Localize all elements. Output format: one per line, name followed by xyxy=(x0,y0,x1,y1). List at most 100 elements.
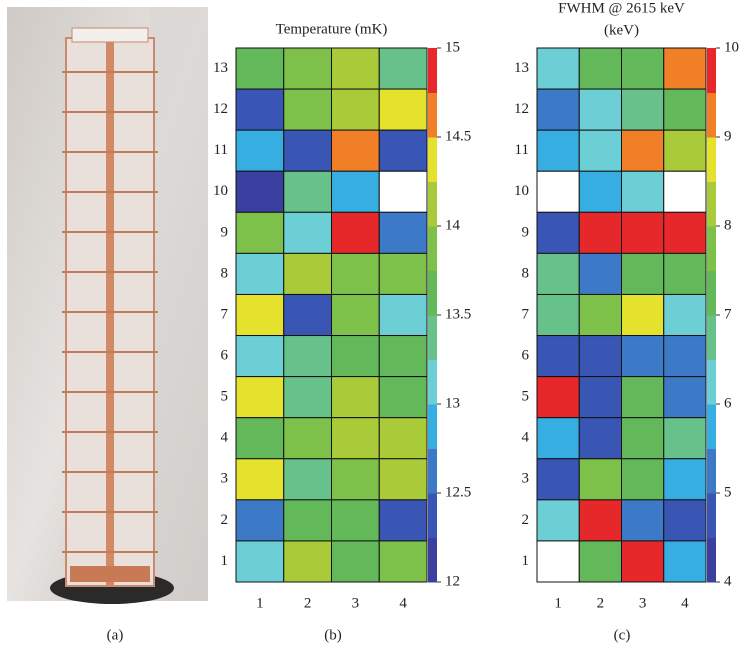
heatmap-cell xyxy=(621,211,665,254)
y-tick-label: 10 xyxy=(514,183,529,199)
heatmap-cell xyxy=(536,211,580,254)
colorbar-segment xyxy=(707,181,716,227)
heatmap-cell xyxy=(235,211,285,254)
y-tick-label: 8 xyxy=(522,265,530,281)
y-tick-label: 7 xyxy=(522,306,530,322)
heatmap-cell xyxy=(331,88,380,131)
x-tick-label: 4 xyxy=(681,595,689,611)
heatmap-cell xyxy=(578,293,622,337)
heatmap-cell xyxy=(663,417,707,460)
heatmap-cell xyxy=(378,499,428,542)
heatmap-cell xyxy=(578,211,622,254)
heatmap-cell xyxy=(283,376,332,419)
x-tick-label: 3 xyxy=(639,595,647,611)
heatmap-cell xyxy=(663,129,707,172)
heatmap-cell xyxy=(283,88,332,131)
heatmap-cell xyxy=(283,170,332,213)
heatmap-cell xyxy=(536,335,580,378)
heatmap-cell xyxy=(621,293,665,337)
colorbar-segment xyxy=(428,359,437,405)
heatmap-cell xyxy=(578,252,622,295)
colorbar-segment xyxy=(428,537,437,583)
heatmap-cell xyxy=(621,335,665,378)
heatmap-cell xyxy=(235,376,285,419)
colorbar-tick-label: 15 xyxy=(445,39,460,55)
heatmap-cell xyxy=(621,170,665,213)
heatmap-cell xyxy=(621,458,665,501)
heatmap-cell xyxy=(536,499,580,542)
heatmap-cell xyxy=(663,458,707,501)
colorbar-segment xyxy=(707,48,716,93)
colorbar-segment xyxy=(707,493,716,538)
heatmap-cell xyxy=(378,211,428,254)
heatmap-cell xyxy=(536,540,580,583)
y-tick-label: 5 xyxy=(522,389,530,405)
heatmap-cell xyxy=(663,211,707,254)
heatmap-cell xyxy=(578,88,622,131)
y-tick-label: 5 xyxy=(221,389,229,405)
y-tick-label: 12 xyxy=(514,101,529,117)
heatmap-cell xyxy=(578,129,622,172)
tower-strip xyxy=(106,30,114,586)
colorbar-segment xyxy=(707,448,716,494)
heatmap-cell xyxy=(536,376,580,419)
tower-base xyxy=(70,566,150,582)
heatmap-cell xyxy=(378,170,428,213)
heatmap-cell xyxy=(621,499,665,542)
y-tick-label: 9 xyxy=(221,224,229,240)
heatmap-cell xyxy=(663,376,707,419)
chart-title: Temperature (mK) xyxy=(276,21,388,37)
colorbar-segment xyxy=(428,48,437,93)
heatmap-cell xyxy=(235,293,285,337)
heatmap-cell xyxy=(235,88,285,131)
heatmap-cell xyxy=(578,458,622,501)
heatmap-cell xyxy=(621,129,665,172)
heatmap-cell xyxy=(331,129,380,172)
x-tick-label: 2 xyxy=(597,595,605,611)
panel-label: (a) xyxy=(107,627,124,643)
heatmap-cell xyxy=(283,211,332,254)
heatmap-cell xyxy=(621,376,665,419)
y-tick-label: 3 xyxy=(522,471,530,487)
colorbar-segment xyxy=(428,181,437,227)
heatmap-cell xyxy=(663,499,707,542)
x-tick-label: 1 xyxy=(256,595,264,611)
heatmap-cell xyxy=(578,335,622,378)
heatmap-cell xyxy=(235,129,285,172)
heatmap-cell xyxy=(283,47,332,90)
colorbar-segment xyxy=(707,270,716,316)
colorbar-segment xyxy=(707,404,716,449)
heatmap-cell xyxy=(378,458,428,501)
x-tick-label: 2 xyxy=(304,595,312,611)
y-tick-label: 9 xyxy=(522,224,530,240)
colorbar-segment xyxy=(428,315,437,360)
colorbar-tick-label: 5 xyxy=(724,484,732,500)
y-tick-label: 2 xyxy=(221,512,229,528)
heatmap-cell xyxy=(331,376,380,419)
heatmap-cell xyxy=(235,417,285,460)
x-tick-label: 4 xyxy=(399,595,407,611)
heatmap-cell xyxy=(378,293,428,337)
colorbar-segment xyxy=(707,537,716,583)
heatmap-cell xyxy=(283,417,332,460)
heatmap-cell xyxy=(235,458,285,501)
colorbar-segment xyxy=(707,315,716,360)
y-tick-label: 4 xyxy=(522,430,530,446)
heatmap-cell xyxy=(331,252,380,295)
heatmap-cell xyxy=(536,129,580,172)
tower-frames xyxy=(62,71,158,553)
heatmap-cell xyxy=(378,129,428,172)
heatmap-cell xyxy=(378,88,428,131)
heatmap-cell xyxy=(331,47,380,90)
photo-wall xyxy=(150,7,208,601)
heatmap-cell xyxy=(536,88,580,131)
heatmap-cell xyxy=(235,499,285,542)
heatmap-cell xyxy=(536,170,580,213)
heatmap-cell xyxy=(578,540,622,583)
heatmap-cell xyxy=(283,540,332,583)
colorbar-segment xyxy=(707,226,716,271)
heatmap-cell xyxy=(283,129,332,172)
colorbar-segment xyxy=(428,92,437,138)
colorbar-tick-label: 10 xyxy=(724,39,739,55)
heatmap-cell xyxy=(621,417,665,460)
